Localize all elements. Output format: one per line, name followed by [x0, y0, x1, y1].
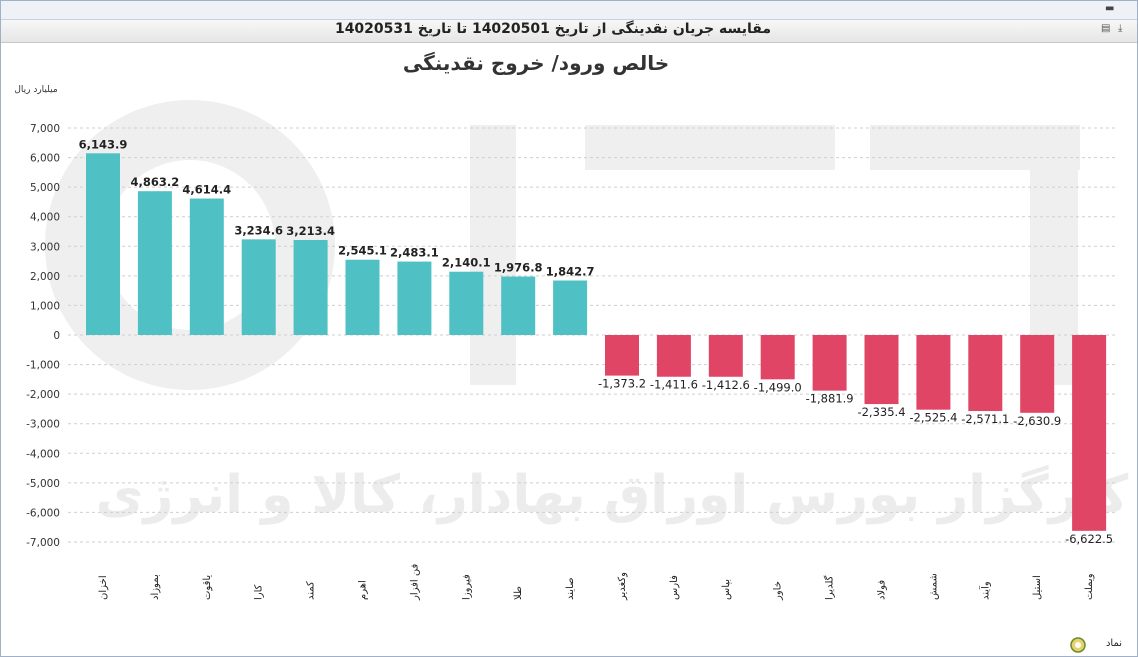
- value-label: 1,842.7: [546, 265, 595, 279]
- value-label: -1,373.2: [598, 377, 646, 391]
- value-label: 1,976.8: [494, 261, 543, 275]
- minimize-icon[interactable]: ▬: [1105, 3, 1115, 14]
- x-tick-label: استیل: [1032, 575, 1043, 600]
- x-tick-label: وکغدیر: [617, 572, 628, 601]
- x-tick-label: گلدیرا: [824, 575, 836, 600]
- print-icon[interactable]: ▤: [1101, 23, 1111, 34]
- x-tick-label: بموزاد: [150, 574, 161, 600]
- symbol-icon[interactable]: [1070, 637, 1086, 653]
- bars: [86, 153, 1107, 531]
- top-strip: ▬: [1, 1, 1137, 20]
- x-tick-label: ویملت: [1084, 573, 1095, 600]
- y-tick-label: 7,000: [30, 123, 60, 135]
- symbol-icon-dot: [1075, 642, 1081, 648]
- watermark-shape: [585, 125, 835, 170]
- x-tick-label: کمند: [306, 581, 317, 600]
- y-tick-label: 3,000: [30, 241, 60, 253]
- bar[interactable]: [605, 335, 639, 376]
- value-label: 3,234.6: [234, 223, 283, 237]
- y-tick-label: -3,000: [26, 419, 60, 431]
- x-tick-label: یاقوت: [202, 575, 213, 600]
- bar[interactable]: [86, 153, 120, 335]
- bar[interactable]: [397, 261, 432, 335]
- bar[interactable]: [449, 271, 484, 335]
- value-label: -2,630.9: [1013, 414, 1061, 428]
- bar[interactable]: [137, 191, 172, 335]
- value-label: -1,411.6: [650, 378, 698, 392]
- value-label: -1,412.6: [702, 378, 750, 392]
- y-tick-label: -5,000: [26, 478, 60, 490]
- bar[interactable]: [1020, 335, 1055, 413]
- bar[interactable]: [1072, 335, 1107, 531]
- x-tick-label: طلا: [513, 586, 524, 600]
- bar[interactable]: [708, 335, 743, 377]
- y-axis-label: میلیارد ریال: [14, 85, 58, 95]
- x-tick-label: کارا: [254, 584, 265, 600]
- value-label: -1,881.9: [806, 392, 854, 406]
- y-tick-label: 0: [53, 330, 60, 342]
- value-label: 4,614.4: [182, 183, 231, 197]
- y-tick-label: 2,000: [30, 271, 60, 283]
- window-title: مقایسه جریان نقدینگی از تاریخ 14020501 ت…: [334, 21, 771, 37]
- value-label: 2,545.1: [338, 244, 387, 258]
- x-tick-label: فولاد: [877, 580, 888, 600]
- bar[interactable]: [189, 198, 224, 335]
- bar[interactable]: [553, 280, 588, 335]
- value-label: 2,140.1: [442, 256, 491, 270]
- value-label: -1,499.0: [754, 380, 802, 394]
- title-bar: ▤ ⤓ مقایسه جریان نقدینگی از تاریخ 140205…: [1, 20, 1137, 43]
- y-tick-label: 6,000: [30, 153, 60, 165]
- y-tick-label: -4,000: [26, 448, 60, 460]
- x-axis-label: نماد: [1106, 638, 1122, 649]
- value-label: -2,525.4: [909, 411, 957, 425]
- y-tick-label: 5,000: [30, 182, 60, 194]
- x-tick-label: صایند: [565, 577, 576, 600]
- bar[interactable]: [812, 335, 847, 391]
- bar[interactable]: [656, 335, 691, 377]
- x-tick-label: اهرم: [358, 580, 369, 600]
- x-axis-ticks: اخزان بموزاد یاقوت کارا کمند اهرم فن افزار فیرو…: [98, 564, 1095, 601]
- watermark: کارگزار بورس اوراق بهادار، کالا و انرژی: [45, 100, 1129, 525]
- value-label: 2,483.1: [390, 246, 439, 260]
- bar[interactable]: [293, 239, 328, 335]
- x-tick-label: شمش: [928, 573, 939, 600]
- y-tick-label: 1,000: [30, 300, 60, 312]
- value-label: 3,213.4: [286, 224, 335, 238]
- x-tick-label: فیروزا: [461, 574, 472, 600]
- value-label: 4,863.2: [131, 175, 180, 189]
- value-label: -2,571.1: [961, 412, 1009, 426]
- y-tick-label: -7,000: [26, 537, 60, 549]
- x-tick-label: بپاس: [721, 579, 732, 600]
- value-label: -2,335.4: [857, 405, 905, 419]
- bar[interactable]: [501, 276, 536, 335]
- export-icon[interactable]: ⤓: [1118, 23, 1123, 34]
- x-tick-label: وآیند: [978, 581, 991, 600]
- bar[interactable]: [241, 239, 276, 335]
- bar[interactable]: [916, 335, 951, 410]
- watermark-shape: [470, 125, 516, 385]
- bar[interactable]: [760, 335, 795, 380]
- x-tick-label: فن افزار: [409, 564, 420, 601]
- x-tick-label: خاور: [773, 581, 784, 601]
- bar[interactable]: [864, 335, 899, 405]
- y-tick-label: -2,000: [26, 389, 60, 401]
- value-label: -6,622.5: [1065, 532, 1113, 546]
- value-label: 6,143.9: [79, 137, 128, 151]
- y-tick-label: -1,000: [26, 360, 60, 372]
- value-labels: 6,143.9 4,863.24,614.4 3,234.6 3,213.42,545…: [79, 137, 1113, 546]
- y-tick-label: 4,000: [30, 212, 60, 224]
- x-tick-label: فارس: [669, 575, 680, 600]
- chart-title: خالص ورود/ خروج نقدینگی: [403, 51, 669, 75]
- y-tick-label: -6,000: [26, 507, 60, 519]
- bar[interactable]: [968, 335, 1003, 412]
- x-tick-label: اخزان: [98, 575, 109, 600]
- bar[interactable]: [345, 259, 380, 335]
- y-axis-ticks: 7,000 6,000 5,000 4,000 3,000 2,000 1,000 0 -1,0…: [26, 123, 60, 549]
- watermark-text: کارگزار بورس اوراق بهادار، کالا و انرژی: [96, 464, 1129, 525]
